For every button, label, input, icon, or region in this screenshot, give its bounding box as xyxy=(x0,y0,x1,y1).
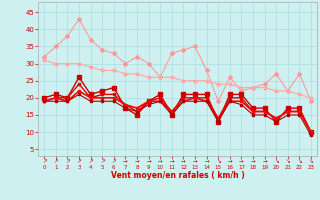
X-axis label: Vent moyen/en rafales ( km/h ): Vent moyen/en rafales ( km/h ) xyxy=(111,171,244,180)
